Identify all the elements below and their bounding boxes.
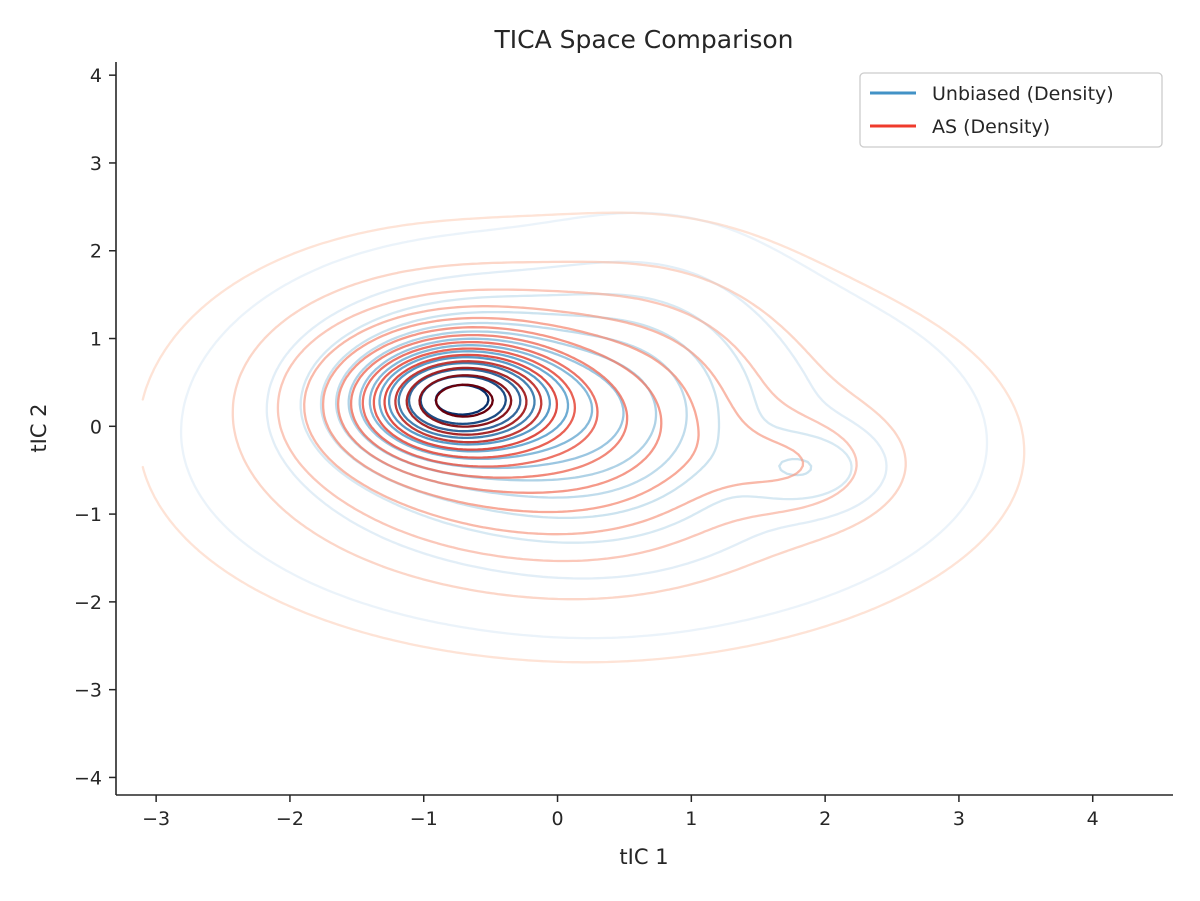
contour-line bbox=[336, 326, 663, 494]
legend-box bbox=[859, 72, 1163, 148]
y-tick-label: −3 bbox=[74, 680, 102, 702]
x-tick-label: 0 bbox=[551, 808, 563, 830]
contour-line bbox=[141, 211, 1026, 664]
x-tick-label: 4 bbox=[1087, 808, 1099, 830]
contour-line bbox=[349, 333, 629, 479]
contour-line bbox=[418, 374, 513, 428]
contour-line bbox=[299, 292, 853, 544]
contour-line bbox=[407, 368, 522, 433]
y-tick-label: −4 bbox=[74, 767, 102, 789]
unbiased-density-contours bbox=[179, 211, 989, 640]
contour-line bbox=[179, 211, 989, 640]
contour-line bbox=[405, 366, 528, 436]
contour-line bbox=[361, 340, 599, 468]
as-density-contours bbox=[141, 211, 1026, 664]
y-tick-label: −1 bbox=[74, 504, 102, 526]
contour-line bbox=[387, 356, 552, 446]
contour-line bbox=[231, 260, 907, 601]
x-tick-label: 3 bbox=[953, 808, 965, 830]
y-axis-ticks: −4 −3 −2 −1 0 1 2 3 4 bbox=[74, 65, 116, 789]
x-tick-label: 2 bbox=[819, 808, 831, 830]
contour-line bbox=[265, 260, 888, 580]
y-axis-title: tIC 2 bbox=[27, 403, 51, 452]
contour-line bbox=[372, 347, 577, 459]
contour-line bbox=[321, 316, 700, 514]
contour-line bbox=[397, 361, 536, 440]
contour-line bbox=[368, 344, 594, 461]
y-tick-label: 0 bbox=[90, 416, 102, 438]
x-tick-label: −1 bbox=[410, 808, 438, 830]
y-tick-label: 4 bbox=[90, 65, 102, 87]
legend-label-unbiased: Unbiased (Density) bbox=[932, 83, 1114, 105]
x-tick-label: −2 bbox=[276, 808, 304, 830]
x-tick-label: −3 bbox=[142, 808, 170, 830]
x-axis-ticks: −3 −2 −1 0 1 2 3 4 bbox=[142, 795, 1099, 830]
contour-line bbox=[434, 383, 494, 418]
contour-line bbox=[276, 288, 858, 563]
legend-label-as: AS (Density) bbox=[932, 116, 1050, 138]
contour-line bbox=[394, 360, 543, 444]
y-tick-label: 3 bbox=[90, 153, 102, 175]
y-tick-label: −2 bbox=[74, 592, 102, 614]
x-tick-label: 1 bbox=[685, 808, 697, 830]
y-tick-label: 2 bbox=[90, 241, 102, 263]
chart-title: TICA Space Comparison bbox=[494, 25, 794, 54]
y-tick-label: 1 bbox=[90, 329, 102, 351]
contour-line bbox=[378, 350, 570, 453]
contour-line bbox=[383, 353, 559, 451]
x-axis-title: tIC 1 bbox=[619, 845, 668, 869]
legend: Unbiased (Density) AS (Density) bbox=[859, 72, 1163, 148]
contour-line bbox=[303, 305, 805, 536]
